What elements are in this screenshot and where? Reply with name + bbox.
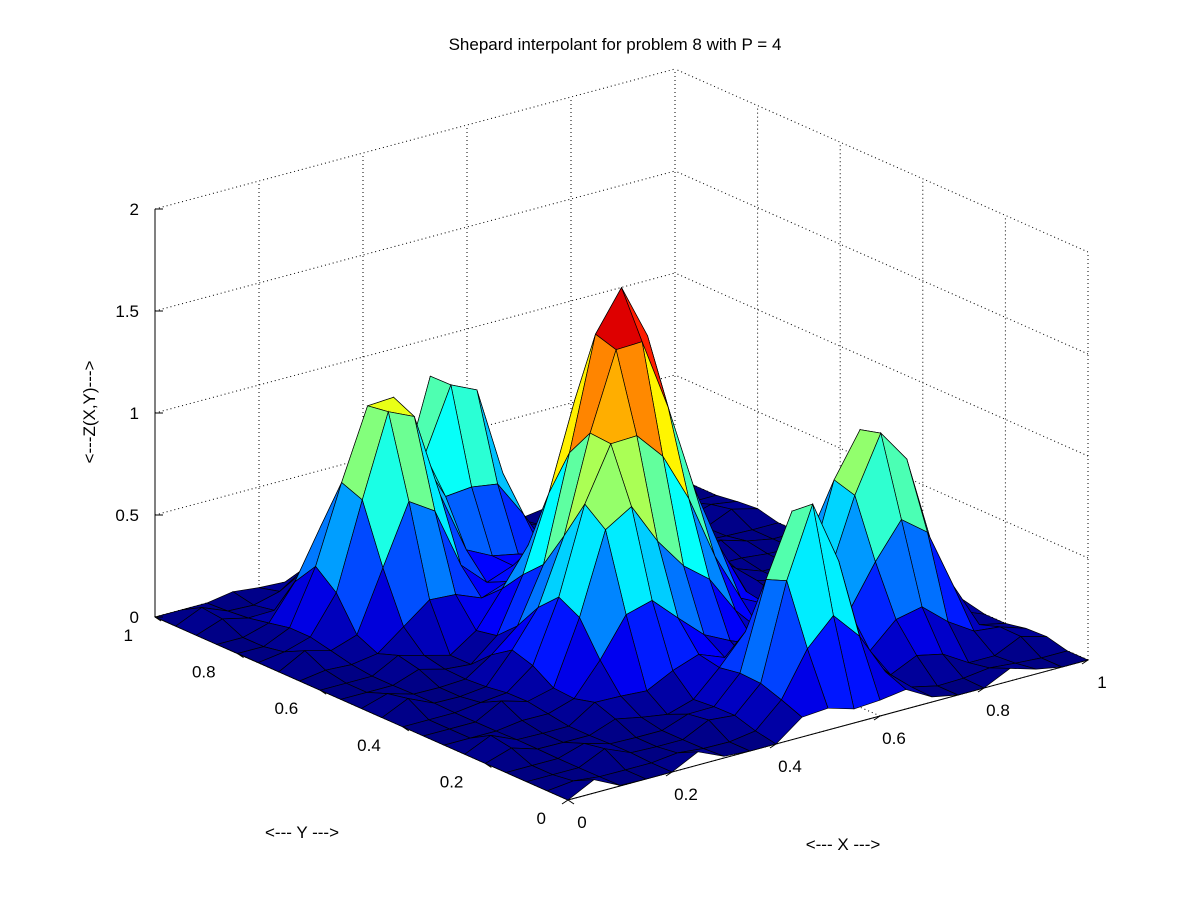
z-tick-label: 1.5 — [115, 302, 139, 321]
x-tick-label: 0.6 — [882, 729, 906, 748]
x-tick-label: 0 — [577, 813, 586, 832]
grid-line-z-back-x — [154, 68, 676, 210]
x-tick-label: 0.8 — [986, 701, 1010, 720]
y-tick-label: 0.4 — [357, 736, 381, 755]
grid-line-z-back-y — [674, 272, 1089, 457]
y-tick-mark — [402, 726, 410, 732]
grid-line-z-back-y — [674, 374, 1089, 559]
surface-patch — [546, 779, 596, 801]
z-tick-label: 1 — [130, 404, 139, 423]
y-tick-label: 0 — [537, 809, 546, 828]
x-tick-label: 0.2 — [674, 785, 698, 804]
x-tick-mark — [561, 799, 569, 805]
z-tick-label: 2 — [130, 200, 139, 219]
z-tick-label: 0.5 — [115, 506, 139, 525]
x-tick-label: 0.4 — [778, 757, 802, 776]
x-tick-mark — [665, 771, 673, 777]
x-tick-mark — [977, 687, 985, 693]
z-axis-label: <---Z(X,Y)---> — [80, 360, 99, 463]
y-axis-label: <--- Y ---> — [265, 823, 339, 842]
x-tick-mark — [1081, 659, 1089, 665]
grid-line-z-back-x — [154, 170, 676, 312]
y-tick-label: 0.8 — [192, 663, 216, 682]
y-tick-mark — [319, 689, 327, 695]
surface-mesh — [153, 286, 1090, 801]
grid-line-z-back-x — [154, 272, 676, 414]
z-tick-label: 0 — [130, 608, 139, 627]
chart-title: Shepard interpolant for problem 8 with P… — [449, 35, 782, 54]
y-tick-mark — [567, 799, 575, 805]
y-tick-mark — [237, 653, 244, 659]
x-tick-mark — [769, 743, 777, 749]
y-tick-mark — [154, 616, 162, 622]
x-tick-mark — [873, 715, 881, 721]
grid-line-z-back-y — [674, 170, 1089, 355]
grid-line-z-back-y — [674, 68, 1089, 253]
y-tick-label: 0.2 — [440, 772, 464, 791]
y-tick-mark — [485, 762, 492, 768]
y-tick-label: 0.6 — [275, 699, 299, 718]
y-tick-label: 1 — [124, 626, 133, 645]
x-tick-label: 1 — [1097, 673, 1106, 692]
x-axis-label: <--- X ---> — [806, 835, 881, 854]
